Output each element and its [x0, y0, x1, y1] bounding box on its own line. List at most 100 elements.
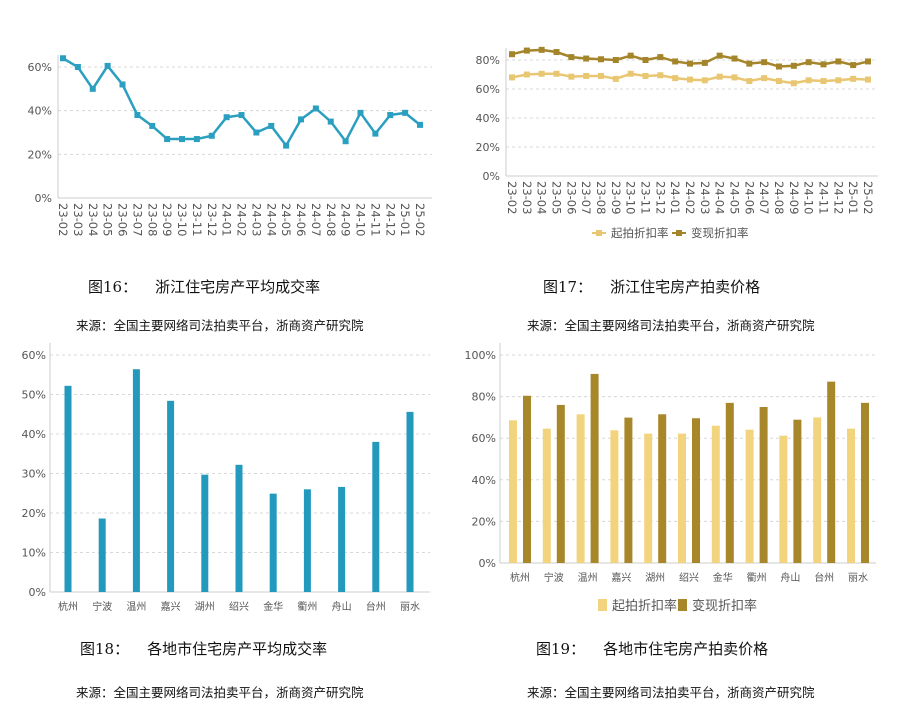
x-tick-label: 温州 — [126, 601, 146, 613]
x-tick-label: 24-10 — [354, 203, 368, 236]
data-point — [790, 80, 797, 87]
legend-swatch — [678, 599, 687, 611]
x-tick-label: 23-05 — [550, 181, 564, 214]
figure-17-caption: 图17： 浙江住宅房产拍卖价格 — [543, 276, 760, 297]
caption-title: 浙江住宅房产拍卖价格 — [610, 278, 761, 296]
data-point — [865, 58, 871, 65]
data-point — [268, 122, 275, 129]
fig16-chart: 0%20%40%60%23-02 23-03 23-04 23-05 23-06 23-0… — [28, 55, 432, 236]
x-tick-label: 24-04 — [264, 203, 278, 236]
legend-swatch — [598, 599, 607, 611]
x-tick-label: 温州 — [578, 572, 598, 584]
x-tick-label: 23-06 — [564, 181, 578, 214]
x-tick-label: 24-09 — [339, 203, 353, 236]
data-point — [538, 46, 545, 53]
data-point — [417, 121, 423, 128]
data-point — [553, 70, 560, 77]
x-tick-label: 丽水 — [400, 601, 420, 613]
data-point — [687, 76, 693, 83]
data-point — [104, 62, 111, 69]
x-tick-label: 24-08 — [324, 203, 338, 236]
data-point — [149, 122, 156, 129]
data-point — [538, 70, 545, 77]
caption-title: 各地市住宅房产拍卖价格 — [603, 640, 769, 658]
figure-18-source: 来源：全国主要网络司法拍卖平台，浙商资产研究院 — [76, 685, 364, 700]
bar — [542, 428, 551, 563]
x-tick-label: 24-10 — [802, 181, 816, 214]
data-point — [298, 116, 304, 123]
x-tick-label: 23-04 — [535, 181, 549, 214]
fig17-chart: 0%20%40%60%80%23-02 23-03 23-04 23-05 23-06 2… — [476, 46, 878, 240]
data-point — [134, 112, 141, 119]
x-tick-label: 衢州 — [747, 572, 767, 584]
x-tick-label: 24-03 — [698, 181, 712, 214]
x-tick-label: 23-12 — [653, 181, 667, 214]
data-point — [716, 73, 723, 80]
data-point — [583, 72, 590, 79]
x-tick-label: 舟山 — [332, 600, 352, 613]
x-tick-label: 宁波 — [544, 571, 564, 584]
caption-title: 浙江住宅房产平均成交率 — [155, 278, 321, 296]
data-point — [164, 136, 171, 143]
y-tick-label: 20% — [22, 507, 46, 520]
y-tick-label: 60% — [22, 349, 46, 362]
bar — [167, 400, 175, 592]
bar — [759, 407, 768, 563]
x-tick-label: 24-01 — [668, 181, 682, 214]
y-tick-label: 40% — [28, 105, 52, 118]
data-point — [672, 75, 679, 82]
data-point — [701, 77, 708, 84]
y-tick-label: 40% — [476, 112, 500, 125]
data-point — [776, 63, 782, 70]
x-tick-label: 23-09 — [160, 203, 174, 236]
x-tick-label: 24-11 — [368, 203, 382, 236]
data-point — [627, 70, 634, 77]
data-point — [509, 74, 515, 81]
x-tick-label: 23-06 — [116, 203, 130, 236]
data-point — [253, 129, 260, 136]
figure-18-caption: 图18： 各地市住宅房产平均成交率 — [80, 638, 327, 659]
y-tick-label: 50% — [22, 389, 46, 402]
data-point — [672, 58, 679, 65]
x-tick-label: 23-03 — [520, 181, 534, 214]
x-tick-label: 舟山 — [780, 571, 800, 584]
data-point — [312, 105, 319, 112]
data-point — [790, 62, 797, 69]
figure-19-source: 来源：全国主要网络司法拍卖平台，浙商资产研究院 — [527, 685, 815, 700]
fig19-chart: 0% 20% 40% 60% 80% 100% 杭州 宁波 温州 嘉兴 湖州 绍兴 金华 衢州 舟山 台州 丽水… — [465, 343, 876, 614]
y-tick-label: 20% — [28, 148, 52, 161]
bar — [509, 420, 517, 563]
data-point — [119, 81, 126, 88]
y-tick-label: 30% — [22, 468, 46, 481]
x-tick-label: 24-12 — [831, 181, 845, 214]
data-point — [865, 76, 871, 83]
data-point — [612, 75, 619, 82]
x-tick-label: 嘉兴 — [161, 600, 181, 613]
bar — [132, 369, 140, 592]
bar — [725, 402, 734, 563]
data-point — [89, 85, 96, 92]
data-point — [208, 132, 215, 139]
x-tick-label: 24-07 — [757, 181, 771, 214]
data-point — [731, 74, 738, 81]
data-point — [523, 71, 530, 78]
bar — [861, 402, 869, 563]
data-point — [342, 138, 349, 145]
y-tick-label: 20% — [472, 515, 496, 528]
data-point — [820, 78, 827, 85]
x-tick-label: 23-07 — [579, 181, 593, 214]
data-point — [805, 59, 812, 66]
bar — [235, 464, 243, 592]
legend-marker — [676, 230, 682, 236]
data-point — [731, 55, 738, 62]
data-point — [761, 59, 768, 66]
x-tick-label: 23-03 — [71, 203, 85, 236]
x-tick-label: 衢州 — [297, 601, 317, 613]
x-tick-label: 台州 — [814, 571, 834, 584]
legend-label: 变现折扣率 — [692, 598, 757, 614]
x-tick-label: 湖州 — [645, 572, 665, 584]
x-tick-label: 23-10 — [175, 203, 189, 236]
data-point — [642, 57, 649, 63]
bar — [658, 414, 667, 563]
data-point — [60, 55, 66, 62]
